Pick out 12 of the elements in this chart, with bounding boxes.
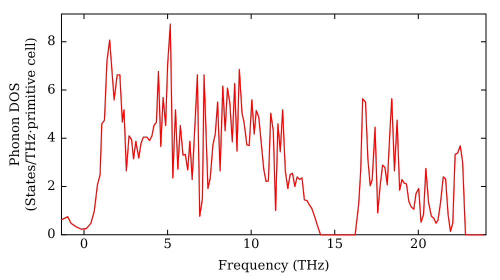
x-tick-label: 20 — [410, 236, 427, 252]
y-axis-title: Phonon DOS (States/THz·primitive cell) — [8, 37, 39, 212]
y-tick-label: 2 — [47, 178, 56, 194]
x-tick-label: 0 — [80, 236, 88, 252]
y-tick-label: 0 — [47, 227, 56, 242]
x-tick-label: 5 — [163, 236, 172, 252]
y-tick-label: 4 — [47, 130, 56, 146]
y-tick-label: 8 — [47, 34, 56, 50]
x-tick-label: 10 — [242, 236, 260, 252]
x-tick-label: 15 — [326, 236, 344, 252]
y-tick-label: 6 — [47, 82, 56, 98]
x-axis-title: Frequency (THz) — [218, 258, 330, 274]
